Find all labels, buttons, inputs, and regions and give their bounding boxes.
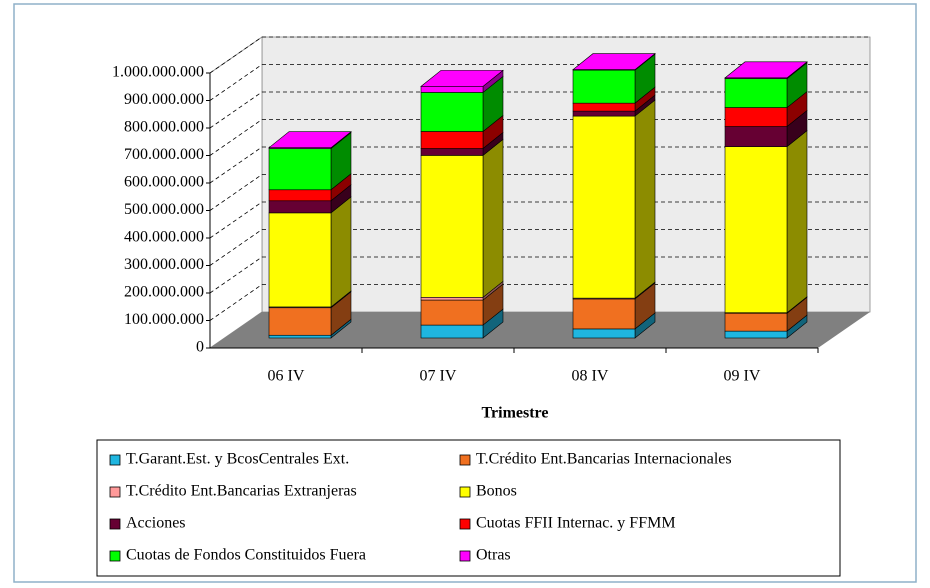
- bar-segment: [268, 307, 332, 336]
- bar-segment: [572, 69, 636, 104]
- bar-segment: [724, 146, 788, 314]
- legend-swatch: [459, 454, 471, 466]
- grid-line: [209, 64, 263, 101]
- bar-segment: [572, 298, 636, 330]
- bar-segment: [420, 299, 484, 326]
- grid-line: [209, 119, 263, 156]
- legend-swatch: [459, 518, 471, 530]
- grid-line: [209, 174, 263, 211]
- legend-label: T.Crédito Ent.Bancarias Extranjeras: [126, 483, 357, 500]
- x-tick-label: 07 IV: [420, 368, 457, 385]
- bar-top: [420, 70, 504, 87]
- bar-segment: [268, 334, 332, 339]
- bar-segment: [724, 126, 788, 147]
- bar-segment: [420, 92, 484, 132]
- bar-segment: [420, 131, 484, 149]
- x-axis-title: Trimestre: [482, 405, 549, 422]
- bar-top: [572, 53, 656, 70]
- y-tick-label: 600.000.000: [124, 174, 204, 191]
- bar-segment: [420, 148, 484, 156]
- bar-top: [268, 131, 352, 148]
- bar-segment: [420, 86, 484, 93]
- legend-label: Cuotas FFII Internac. y FFMM: [476, 515, 676, 532]
- bar-segment: [420, 324, 484, 339]
- bar-side: [482, 138, 504, 298]
- bar-segment: [572, 102, 636, 112]
- bar-side: [786, 129, 808, 314]
- grid-line: [209, 256, 263, 294]
- bar-segment: [268, 189, 332, 202]
- bar-segment: [420, 155, 484, 298]
- grid-line: [209, 91, 263, 129]
- bar-segment: [724, 107, 788, 127]
- bar-segment: [572, 110, 636, 117]
- legend-label: T.Garant.Est. y BcosCentrales Ext.: [126, 451, 349, 468]
- y-tick-label: 900.000.000: [124, 91, 204, 108]
- bar-segment: [268, 200, 332, 214]
- grid-line: [209, 36, 263, 74]
- legend-label: Cuotas de Fondos Constituidos Fuera: [126, 547, 366, 564]
- y-tick-label: 1.000.000.000: [112, 64, 204, 81]
- x-tick-label: 08 IV: [572, 368, 609, 385]
- grid-line: [209, 146, 263, 184]
- y-tick-label: 400.000.000: [124, 229, 204, 246]
- legend-swatch: [109, 550, 121, 562]
- x-tick-label: 09 IV: [724, 368, 761, 385]
- bar-segment: [724, 78, 788, 108]
- y-tick-label: 0: [196, 339, 204, 356]
- bar-segment: [724, 312, 788, 332]
- grid-line: [209, 201, 263, 239]
- legend-label: Otras: [476, 547, 511, 564]
- bar-segment: [268, 212, 332, 308]
- x-tick-label: 06 IV: [268, 368, 305, 385]
- bar-segment: [268, 148, 332, 191]
- grid-line: [209, 229, 263, 266]
- bar-side: [330, 196, 352, 308]
- bar-top: [724, 61, 808, 79]
- legend-swatch: [109, 454, 121, 466]
- legend-label: Acciones: [126, 515, 186, 532]
- legend-swatch: [109, 518, 121, 530]
- bar-segment: [420, 296, 484, 301]
- legend-label: T.Crédito Ent.Bancarias Internacionales: [476, 451, 732, 468]
- legend-label: Bonos: [476, 483, 517, 500]
- grid-line: [209, 284, 263, 321]
- floor: [210, 312, 870, 348]
- y-tick-label: 800.000.000: [124, 119, 204, 136]
- y-tick-label: 300.000.000: [124, 256, 204, 273]
- y-tick-label: 700.000.000: [124, 146, 204, 163]
- legend-swatch: [109, 486, 121, 498]
- bar-segment: [572, 115, 636, 299]
- bar-segment: [724, 330, 788, 339]
- legend-swatch: [459, 486, 471, 498]
- legend-swatch: [459, 550, 471, 562]
- bar-segment: [572, 328, 636, 339]
- bar-side: [634, 99, 656, 299]
- y-tick-label: 100.000.000: [124, 311, 204, 328]
- y-tick-label: 200.000.000: [124, 284, 204, 301]
- y-tick-label: 500.000.000: [124, 201, 204, 218]
